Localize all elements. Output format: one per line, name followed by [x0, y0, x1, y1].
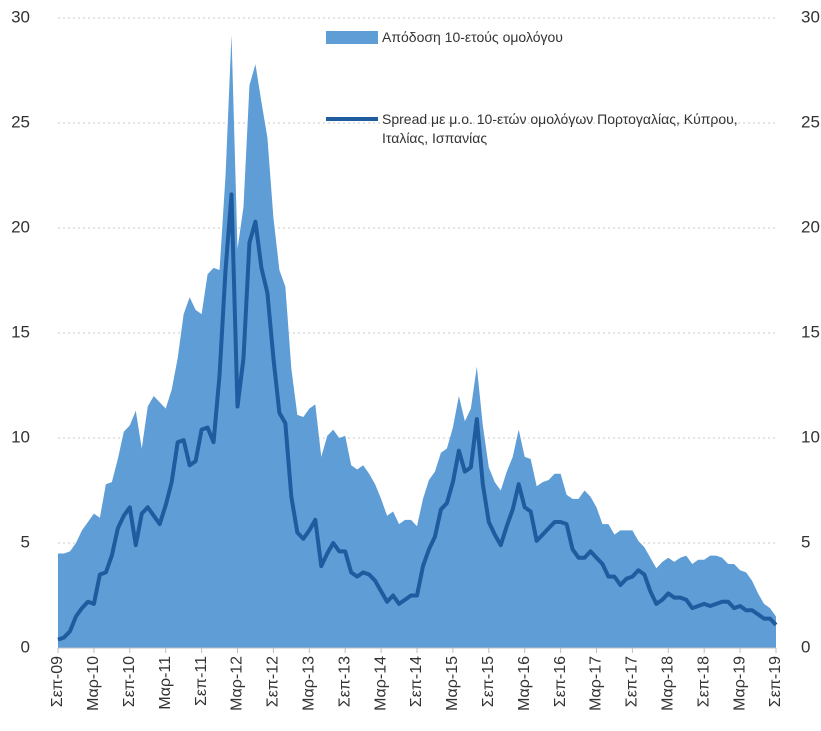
y2-tick-label: 15: [801, 322, 820, 341]
x-tick-label: Μαρ-13: [301, 656, 318, 711]
y-tick-label: 15: [11, 322, 30, 341]
area: [58, 34, 776, 649]
y-tick-label: 30: [11, 7, 30, 26]
x-tick-label: Μαρ-11: [157, 656, 174, 710]
y2-tick-label: 25: [801, 112, 820, 131]
x-tick-label: Σεπ-10: [121, 656, 138, 707]
x-tick-label: Μαρ-18: [660, 656, 677, 711]
legend-swatch: [326, 117, 378, 121]
x-tick-label: Σεπ-15: [480, 656, 497, 707]
y2-tick-label: 30: [801, 7, 820, 26]
x-tick-label: Μαρ-17: [588, 656, 605, 711]
x-tick-label: Μαρ-10: [85, 656, 102, 711]
x-tick-label: Σεπ-16: [552, 656, 569, 707]
x-tick-label: Μαρ-14: [372, 656, 389, 711]
y-tick-label: 5: [21, 532, 30, 551]
x-tick-label: Μαρ-15: [444, 656, 461, 711]
x-tick-label: Σεπ-13: [336, 656, 353, 707]
x-tick-label: Σεπ-17: [624, 656, 641, 707]
x-tick-label: Μαρ-16: [516, 656, 533, 711]
legend-label: Απόδοση 10-ετούς ομολόγου: [382, 29, 563, 45]
x-tick-label: Σεπ-11: [193, 656, 210, 706]
y-tick-label: 20: [11, 217, 30, 236]
y-tick-label: 0: [21, 637, 30, 656]
x-tick-label: Μαρ-19: [731, 656, 748, 711]
x-tick-label: Σεπ-12: [265, 656, 282, 707]
y2-tick-label: 10: [801, 427, 820, 446]
y2-tick-label: 20: [801, 217, 820, 236]
line: [57, 192, 778, 642]
y2-tick-label: 5: [801, 532, 810, 551]
legend-label: Spread με μ.ο. 10-ετών ομολόγων Πορτογαλ…: [382, 111, 738, 146]
x-tick-label: Σεπ-09: [49, 656, 66, 707]
y2-tick-label: 0: [801, 637, 810, 656]
x-tick-label: Σεπ-19: [767, 656, 784, 707]
y-tick-label: 10: [11, 427, 30, 446]
x-tick-label: Μαρ-12: [229, 656, 246, 711]
y-tick-label: 25: [11, 112, 30, 131]
x-tick-label: Σεπ-18: [695, 656, 712, 707]
x-tick-label: Σεπ-14: [408, 656, 425, 707]
legend-swatch: [326, 31, 378, 44]
